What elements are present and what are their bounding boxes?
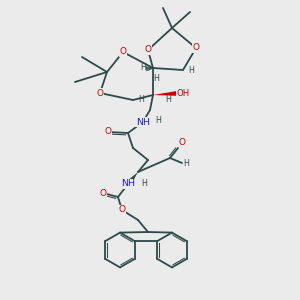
Text: H: H [153,74,159,83]
Text: H: H [141,178,147,188]
Text: H: H [183,158,189,167]
Text: O: O [100,188,106,197]
Text: O: O [118,206,125,214]
Text: O: O [97,88,104,98]
Text: NH: NH [121,179,135,188]
Text: O: O [104,128,112,136]
Polygon shape [126,172,138,186]
Text: NH: NH [136,118,150,127]
Text: H: H [188,65,194,74]
Text: O: O [119,47,127,56]
Text: O: O [178,138,186,147]
Text: H: H [138,95,144,104]
Polygon shape [153,90,183,96]
Text: H: H [140,63,146,72]
Text: H: H [156,116,161,125]
Text: H: H [165,95,171,104]
Text: O: O [145,46,152,55]
Text: OH: OH [176,88,190,98]
Text: O: O [193,44,200,52]
